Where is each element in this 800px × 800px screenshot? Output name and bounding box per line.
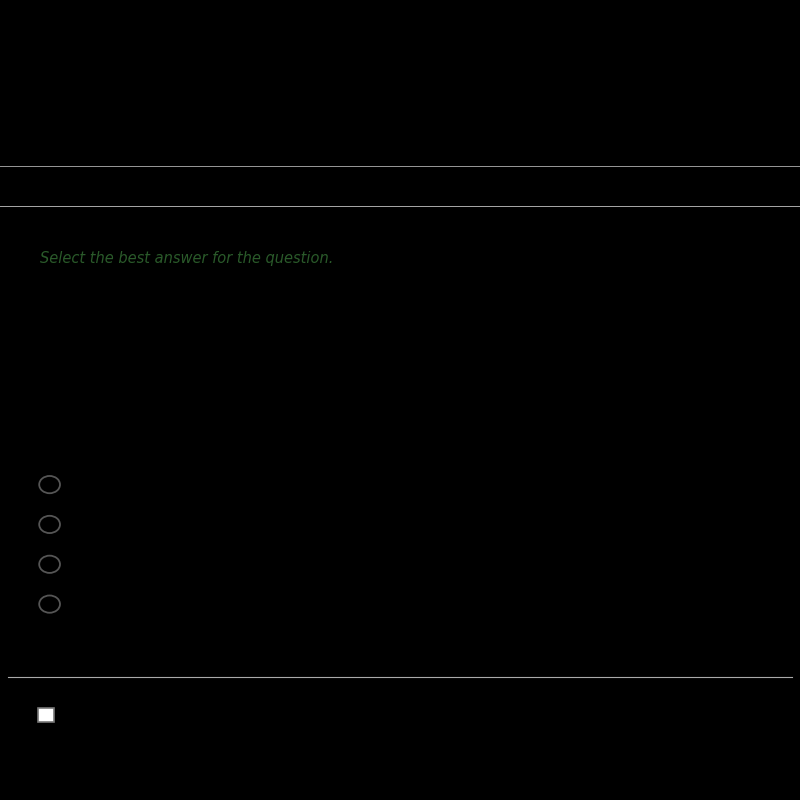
Text: Mark for review (Will be highlighted on the review page): Mark for review (Will be highlighted on …	[66, 708, 458, 722]
Text: Select the best answer for the question.: Select the best answer for the question.	[40, 251, 334, 266]
Text: B.  ⌀1 and ⌀2: B. ⌀1 and ⌀2	[72, 515, 182, 534]
Text: 1: 1	[237, 374, 245, 387]
Text: 4: 4	[262, 390, 270, 402]
Text: A.  ⌀3 and ⌀1: A. ⌀3 and ⌀1	[72, 475, 182, 494]
FancyBboxPatch shape	[38, 708, 54, 722]
Text: 2: 2	[262, 362, 270, 375]
Text: Exam Instructions: Exam Instructions	[54, 176, 223, 194]
Text: D.  ⌀1 and ⌀3: D. ⌀1 and ⌀3	[72, 595, 183, 613]
Text: 5.   Which one of the pairs of angles below is adjacent?: 5. Which one of the pairs of angles belo…	[40, 280, 541, 295]
Text: 3: 3	[294, 374, 302, 387]
Text: C.  ⌀2 and ⌀4: C. ⌀2 and ⌀4	[72, 555, 182, 574]
Text: Question 5 of 20 :: Question 5 of 20 :	[40, 223, 207, 242]
Polygon shape	[30, 179, 44, 191]
